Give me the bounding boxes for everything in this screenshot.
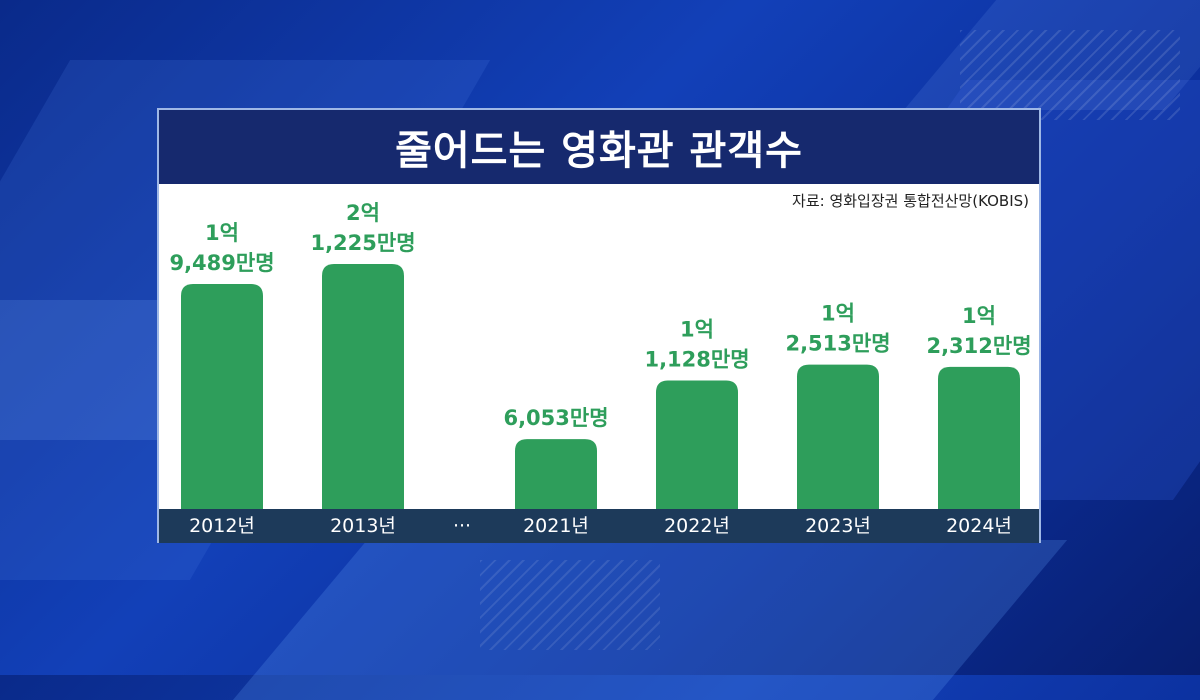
x-tick-label: 2013년 bbox=[330, 515, 396, 537]
x-tick-label: 2012년 bbox=[189, 515, 255, 537]
bar-5 bbox=[938, 366, 1020, 511]
bar-3 bbox=[656, 380, 738, 511]
chart-panel: 줄어드는 영화관 관객수 자료: 영화입장권 통합전산망(KOBIS) 1억 9,… bbox=[157, 108, 1041, 543]
data-label-2-0: 6,053만명 bbox=[503, 406, 608, 430]
data-label-0-0: 1억 bbox=[205, 221, 239, 245]
data-label-5-0: 1억 bbox=[962, 304, 996, 328]
bar-0 bbox=[181, 284, 263, 511]
title-bar: 줄어드는 영화관 관객수 bbox=[159, 110, 1039, 184]
bar-2 bbox=[515, 439, 597, 511]
x-tick-label: 2022년 bbox=[664, 515, 730, 537]
x-axis-bar bbox=[159, 509, 1039, 543]
data-label-3-1: 1,128만명 bbox=[644, 348, 749, 372]
x-tick-label: 2024년 bbox=[946, 515, 1012, 537]
background-stripes bbox=[960, 30, 1180, 120]
x-tick-label: 2023년 bbox=[805, 515, 871, 537]
bar-4 bbox=[797, 364, 879, 511]
data-label-5-1: 2,312만명 bbox=[926, 334, 1031, 358]
data-label-1-1: 1,225만명 bbox=[310, 231, 415, 255]
data-label-4-0: 1억 bbox=[821, 302, 855, 326]
source-note: 자료: 영화입장권 통합전산망(KOBIS) bbox=[792, 192, 1029, 210]
bar-chart: 1억 9,489만명 2억 1,225만명 6,053만명 1억 1,128만명 1억 2,51… bbox=[169, 201, 1032, 511]
data-label-4-1: 2,513만명 bbox=[785, 332, 890, 356]
data-label-3-0: 1억 bbox=[680, 318, 714, 342]
data-label-1-0: 2억 bbox=[346, 201, 380, 225]
bar-1 bbox=[322, 264, 404, 511]
chart-title: 줄어드는 영화관 관객수 bbox=[395, 128, 803, 174]
background-stripes bbox=[480, 560, 660, 650]
x-tick-label: 2021년 bbox=[523, 515, 589, 537]
x-axis-ellipsis: ··· bbox=[452, 515, 472, 537]
data-label-0-1: 9,489만명 bbox=[169, 251, 274, 275]
